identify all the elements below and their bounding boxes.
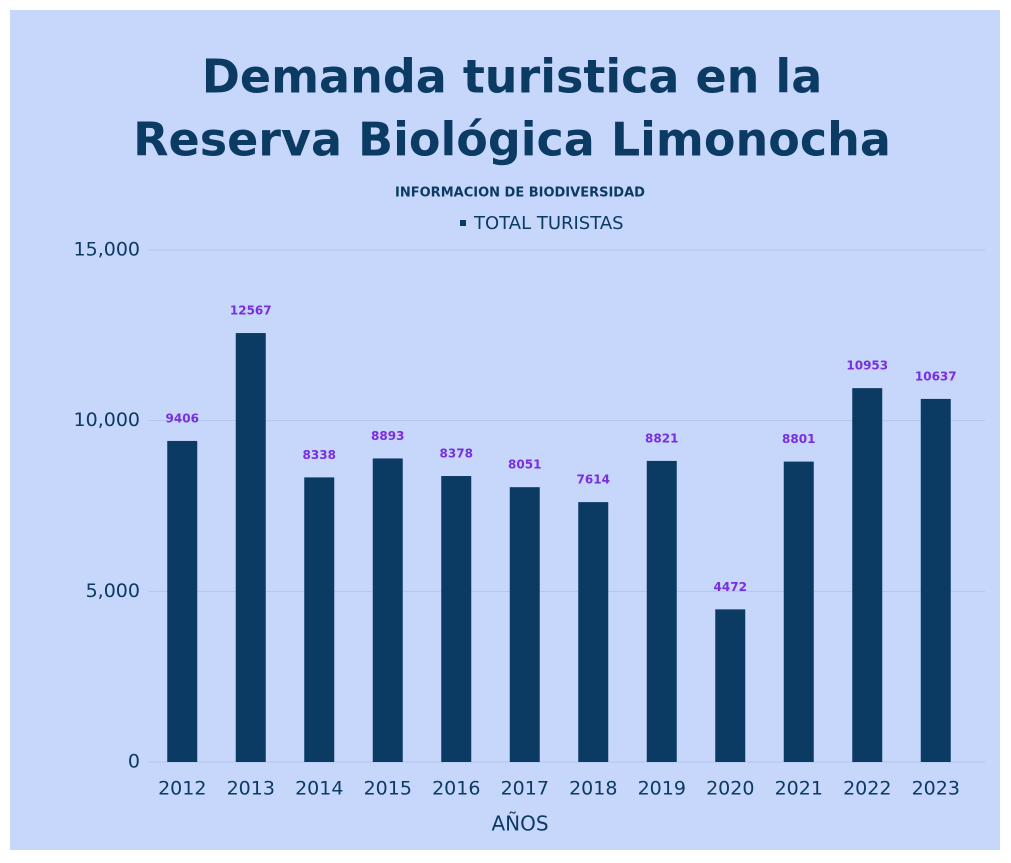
value-label: 8801 [782,432,815,446]
y-tick-label: 10,000 [74,409,140,431]
x-tick-label: 2018 [569,778,617,800]
value-label: 8378 [440,447,473,461]
bar [235,333,266,762]
bar [167,440,198,762]
x-tick-label: 2017 [501,778,549,800]
bar [372,458,403,762]
x-tick-label: 2021 [775,778,823,800]
value-label: 10953 [846,359,888,373]
bar [304,477,335,762]
bar [920,398,951,762]
value-label: 4472 [714,580,747,594]
value-label: 8821 [645,431,678,445]
bar [783,461,814,762]
value-label: 9406 [166,411,199,425]
bar [441,476,472,762]
x-tick-label: 2012 [158,778,206,800]
bar [578,502,609,762]
chart-title: Demanda turistica en la [202,50,823,104]
y-tick-label: 0 [128,751,140,773]
bar [715,609,746,762]
x-tick-label: 2020 [706,778,754,800]
value-label: 8338 [303,448,336,462]
x-tick-label: 2015 [364,778,412,800]
value-label: 12567 [230,304,272,318]
bar [646,460,677,762]
x-tick-label: 2016 [432,778,480,800]
x-axis-label: AÑOS [491,812,548,836]
value-label: 8893 [371,429,404,443]
y-tick-label: 5,000 [86,580,140,602]
x-tick-label: 2023 [912,778,960,800]
chart-title: Reserva Biológica Limonocha [133,113,891,167]
value-label: 10637 [915,369,957,383]
y-tick-label: 15,000 [74,239,140,261]
value-label: 7614 [577,473,610,487]
bar [509,487,540,762]
chart-subtitle: INFORMACION DE BIODIVERSIDAD [395,186,645,201]
x-tick-label: 2013 [227,778,275,800]
x-tick-label: 2022 [843,778,891,800]
legend-label: TOTAL TURISTAS [473,213,624,234]
bar [852,388,883,762]
x-tick-label: 2019 [638,778,686,800]
value-label: 8051 [508,458,541,472]
x-tick-label: 2014 [295,778,343,800]
legend-swatch [460,220,466,226]
